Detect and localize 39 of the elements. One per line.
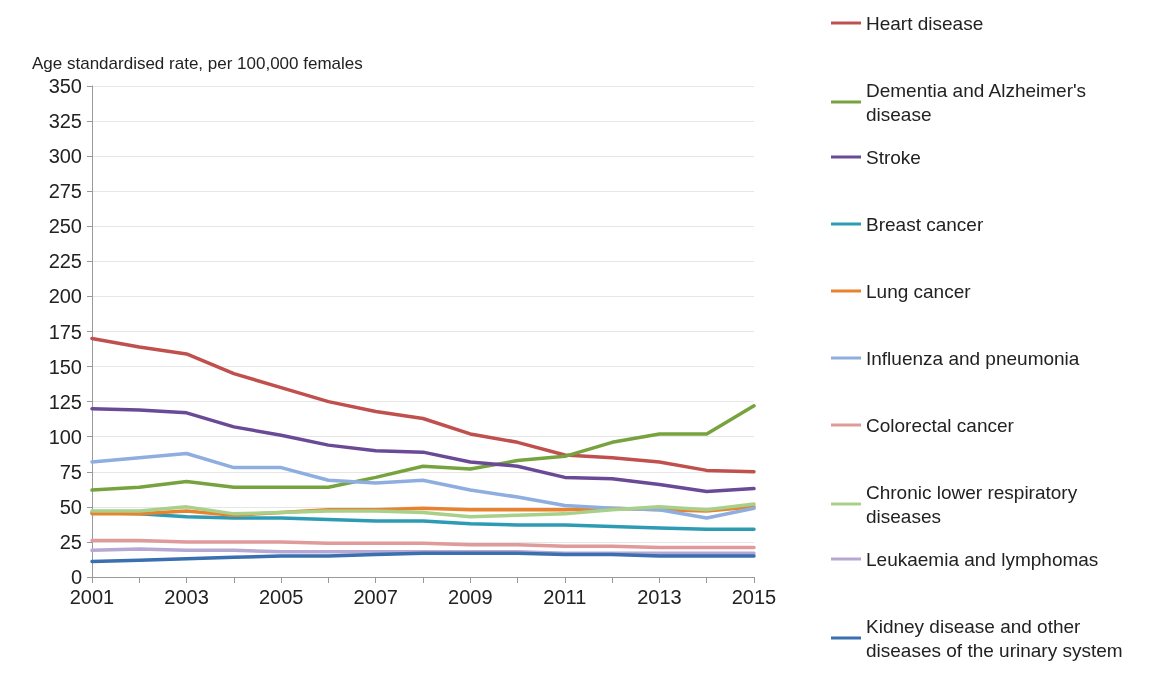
y-tick-label: 225	[48, 250, 82, 273]
legend-label: Colorectal cancer	[866, 414, 1015, 436]
legend-label: Stroke	[866, 146, 921, 168]
legend-label: Heart disease	[866, 12, 984, 34]
legend-label: Breast cancer	[866, 213, 984, 235]
line-series	[90, 551, 756, 564]
y-tick-label: 100	[48, 425, 82, 448]
line-series	[90, 510, 756, 532]
y-tick-label: 175	[48, 320, 82, 343]
y-tick-label: 150	[48, 355, 82, 378]
y-tick-label: 325	[48, 110, 82, 133]
x-tick-label: 2009	[448, 586, 493, 608]
x-tick-label: 2005	[258, 586, 304, 608]
x-tick-label: 2003	[164, 586, 209, 608]
y-tick-label: 350	[48, 75, 82, 97]
y-tick-label: 50	[59, 495, 82, 518]
line-series	[90, 451, 756, 520]
y-tick-label: 275	[48, 180, 82, 203]
y-tick-label: 250	[48, 215, 82, 238]
legend-label: Kidney disease and other diseases of the urinary system	[866, 615, 1123, 661]
y-tick-label: 25	[59, 530, 82, 553]
y-tick-label: 200	[48, 285, 82, 308]
x-tick-label: 2007	[353, 586, 398, 608]
y-tick-label: 75	[59, 460, 82, 483]
x-tick-label: 2011	[543, 586, 587, 608]
legend-label: Leukaemia and lymphomas	[866, 548, 1099, 570]
y-tick-label: 125	[48, 390, 82, 413]
legend-label: Lung cancer	[866, 280, 972, 302]
x-tick-label: 2013	[637, 586, 682, 608]
y-tick-label: 0	[70, 566, 82, 588]
line-series	[90, 336, 756, 474]
x-tick-label: 2015	[731, 586, 777, 608]
legend-label: Chronic lower respiratory diseases	[866, 481, 1083, 527]
legend-label: Dementia and Alzheimer's disease	[866, 79, 1092, 125]
y-axis-title: Age standardised rate, per 100,000 females	[32, 54, 363, 73]
x-tick-label: 2001	[69, 586, 115, 608]
legend-label: Influenza and pneumonia	[866, 347, 1080, 369]
y-tick-label: 300	[48, 145, 82, 168]
line-series	[90, 538, 756, 550]
